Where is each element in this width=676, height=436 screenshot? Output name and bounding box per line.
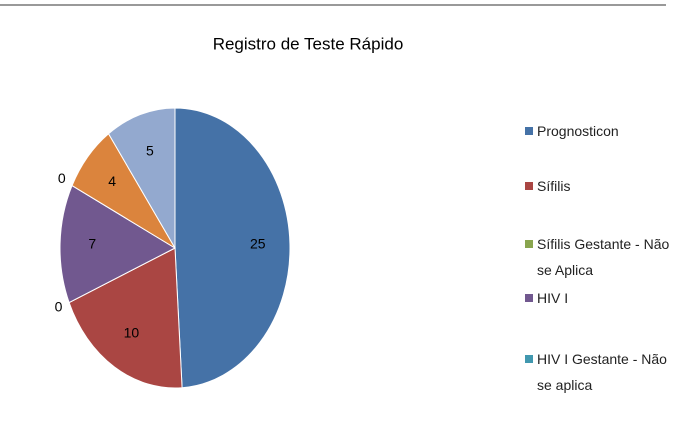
- legend-entry: HIV I Gestante - Não se aplica: [525, 346, 673, 398]
- legend-entry: Sífilis Gestante - Não se Aplica: [525, 231, 673, 283]
- pie-slice: [59, 184, 177, 304]
- legend-entry: Prognosticon: [525, 118, 673, 144]
- legend-label: HIV I: [537, 290, 569, 306]
- data-label: 0: [58, 170, 66, 186]
- pie-slice: [68, 247, 183, 389]
- legend-swatch: [525, 127, 533, 135]
- legend-label: HIV I Gestante - Não se aplica: [537, 351, 667, 393]
- data-label: 10: [124, 324, 140, 340]
- data-label: 0: [55, 299, 63, 315]
- pie-slice: [107, 107, 176, 250]
- legend-swatch: [525, 294, 533, 302]
- legend-label: Sífilis: [537, 178, 571, 194]
- legend-label: Prognosticon: [537, 123, 619, 139]
- legend-entry: Sífilis: [525, 173, 673, 199]
- data-label: 4: [108, 173, 116, 189]
- data-label: 25: [250, 236, 266, 252]
- legend-label: Sífilis Gestante - Não se Aplica: [537, 236, 670, 278]
- data-label: 5: [146, 143, 154, 159]
- legend-entry: HIV I: [525, 285, 673, 311]
- pie-slice: [174, 107, 291, 389]
- data-label: 7: [88, 236, 96, 252]
- chart-title: Registro de Teste Rápido: [213, 34, 404, 53]
- legend-swatch: [525, 240, 533, 248]
- legend-swatch: [525, 355, 533, 363]
- legend-swatch: [525, 182, 533, 190]
